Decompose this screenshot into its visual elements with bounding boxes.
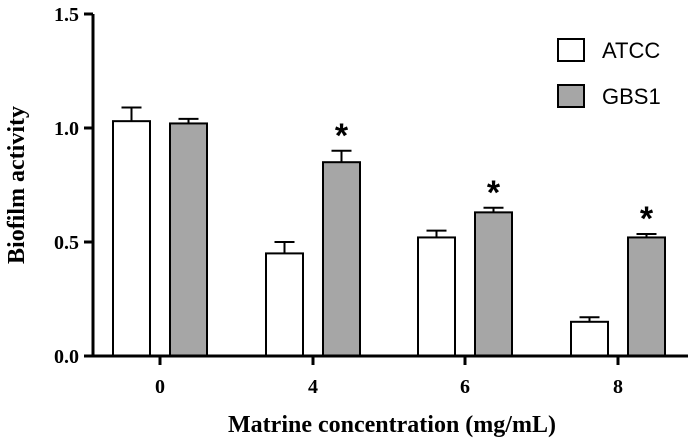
x-tick-label-3: 8: [613, 376, 623, 398]
legend-swatch-atcc: [557, 38, 585, 62]
y-tick-label-0: 0.0: [54, 346, 79, 368]
bar-atcc-8: [570, 320, 609, 357]
bar-gbs1-8: [627, 236, 666, 357]
bar-gbs1-4: [322, 161, 361, 357]
y-axis-title: Biofilm activity: [4, 106, 30, 264]
x-tick-label-1: 4: [308, 376, 318, 398]
x-tick-label-0: 0: [155, 376, 165, 398]
significance-mark-gbs1-8: *: [640, 200, 654, 238]
bar-atcc-6: [417, 236, 456, 357]
legend: ATCC GBS1: [557, 38, 661, 109]
significance-mark-gbs1-4: *: [335, 117, 349, 155]
legend-label-atcc: ATCC: [602, 38, 660, 63]
legend-swatch-gbs1: [557, 84, 585, 108]
bar-atcc-0: [112, 120, 151, 357]
bar-gbs1-6: [474, 211, 513, 357]
x-axis-title: Matrine concentration (mg/mL): [228, 412, 556, 438]
bar-atcc-4: [265, 252, 304, 357]
y-tick-label-2: 1.0: [54, 118, 79, 140]
significance-mark-gbs1-6: *: [487, 174, 501, 212]
legend-label-gbs1: GBS1: [602, 84, 661, 109]
y-tick-label-3: 1.5: [54, 4, 79, 26]
y-tick-label-1: 0.5: [54, 232, 79, 254]
bar-gbs1-0: [169, 122, 208, 357]
x-tick-label-2: 6: [460, 376, 470, 398]
